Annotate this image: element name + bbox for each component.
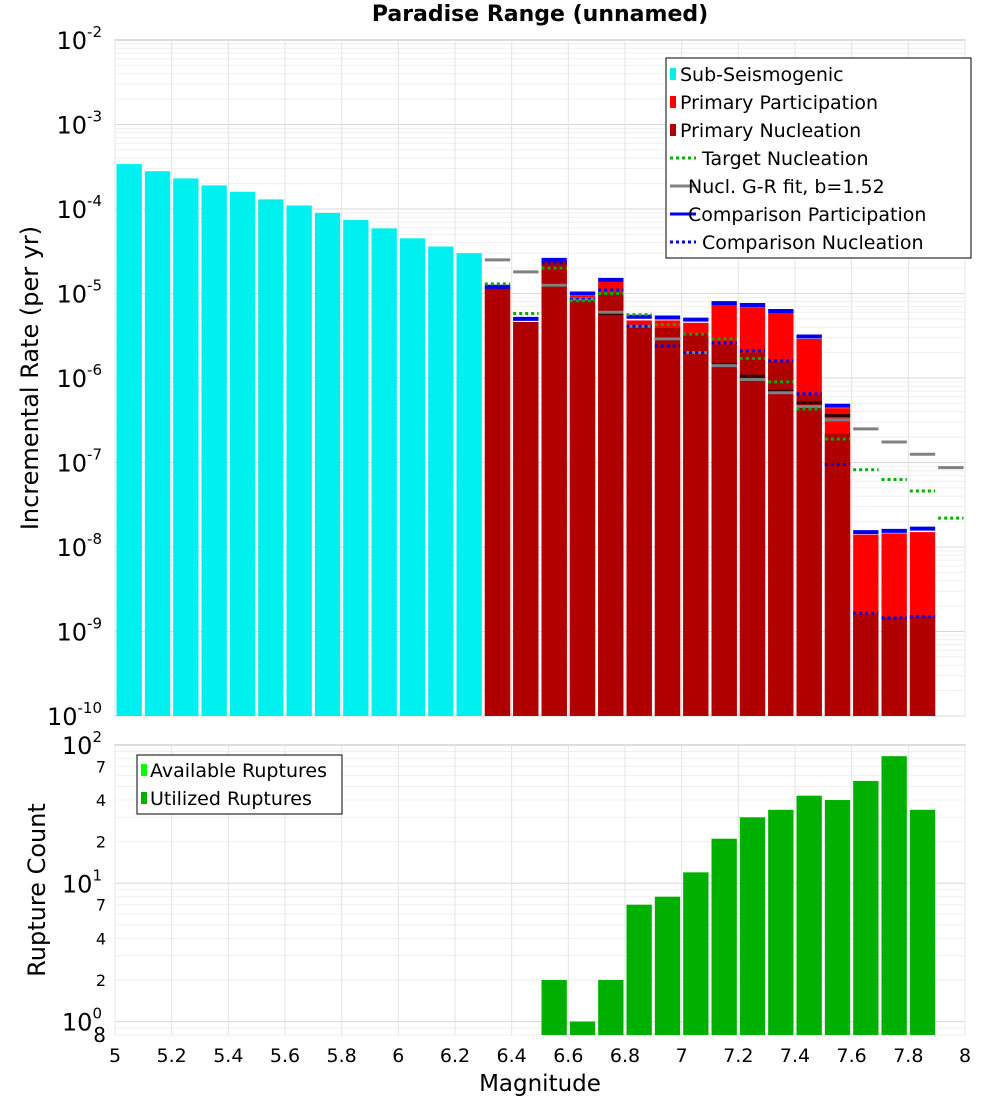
top-y-axis-label: Incremental Rate (per yr) [16, 226, 44, 530]
x-tick-label: 6.8 [610, 1045, 640, 1067]
top-y-tick-label: 10-6 [56, 361, 102, 393]
legend-label: Primary Nucleation [680, 120, 861, 142]
utilized-ruptures-bar [909, 809, 936, 1035]
primary-nucleation-bar [853, 614, 879, 716]
bottom-y-axis-label: Rupture Count [23, 803, 51, 977]
sub-seismogenic-bar [314, 212, 341, 716]
sub-seismogenic-bar [116, 164, 142, 716]
top-y-tick-label: 10-9 [56, 615, 102, 647]
bottom-y-tick-label: 4 [96, 929, 106, 948]
utilized-ruptures-bar [598, 979, 624, 1035]
sub-seismogenic-bar [371, 228, 397, 716]
legend-swatch [670, 96, 676, 108]
x-tick-label: 5.6 [270, 1045, 300, 1067]
x-tick-label: 6 [392, 1045, 404, 1067]
bottom-y-tick-label: 8 [93, 1023, 106, 1047]
legend-label: Sub-Seismogenic [680, 64, 844, 86]
primary-nucleation-bar [626, 324, 652, 716]
x-tick-label: 7.6 [837, 1045, 867, 1067]
legend-label: Comparison Participation [688, 204, 926, 226]
utilized-ruptures-bar [683, 872, 709, 1035]
sub-seismogenic-bar [229, 191, 256, 717]
utilized-ruptures-bar [881, 756, 907, 1035]
primary-nucleation-bar [484, 288, 511, 716]
legend-swatch [141, 764, 147, 776]
primary-nucleation-bar [654, 328, 681, 716]
x-tick-label: 7.2 [723, 1045, 753, 1067]
primary-nucleation-bar [711, 344, 737, 716]
x-tick-label: 8 [959, 1045, 971, 1067]
sub-seismogenic-bar [456, 253, 482, 716]
legend-label: Primary Participation [680, 92, 878, 114]
sub-seismogenic-bar [428, 246, 454, 716]
chart-title: Paradise Range (unnamed) [371, 2, 709, 27]
legend-label: Target Nucleation [701, 148, 869, 170]
x-tick-label: 5.2 [157, 1045, 187, 1067]
top-y-tick-label: 10-10 [47, 699, 102, 731]
sub-seismogenic-bar [286, 205, 312, 716]
utilized-ruptures-bar [654, 896, 681, 1035]
primary-nucleation-bar [881, 617, 907, 716]
primary-nucleation-bar [598, 293, 624, 716]
x-tick-label: 7.8 [893, 1045, 923, 1067]
x-tick-label: 7 [676, 1045, 688, 1067]
bottom-y-tick-label: 2 [96, 833, 106, 852]
legend-label: Utilized Ruptures [150, 788, 312, 810]
top-y-tick-label: 10-5 [56, 277, 102, 309]
sub-seismogenic-bar [173, 178, 199, 717]
primary-nucleation-bar [739, 352, 766, 716]
primary-nucleation-bar [909, 616, 936, 716]
sub-seismogenic-bar [144, 171, 171, 716]
utilized-ruptures-bar [768, 809, 794, 1035]
top-legend-box [665, 57, 972, 259]
x-tick-label: 7.4 [780, 1045, 810, 1067]
top-y-tick-label: 10-7 [56, 446, 102, 478]
legend-label: Available Ruptures [150, 760, 327, 782]
x-tick-label: 5.4 [213, 1045, 243, 1067]
legend-swatch [141, 792, 147, 804]
utilized-ruptures-bar [626, 904, 652, 1035]
x-tick-label: 5.8 [327, 1045, 357, 1067]
top-y-tick-label: 10-2 [56, 23, 102, 55]
bottom-legend-box [136, 754, 343, 815]
top-y-tick-label: 10-8 [56, 530, 102, 562]
primary-nucleation-bar [683, 333, 709, 716]
primary-nucleation-bar [513, 321, 539, 716]
x-tick-label: 6.2 [440, 1045, 470, 1067]
sub-seismogenic-bar [201, 185, 227, 717]
x-axis-label: Magnitude [479, 1071, 601, 1097]
primary-nucleation-bar [768, 361, 794, 716]
bottom-y-tick-label: 7 [96, 757, 106, 776]
bottom-y-tick-label: 100 [62, 1005, 102, 1037]
primary-nucleation-bar [541, 261, 567, 716]
x-tick-label: 5 [109, 1045, 121, 1067]
bottom-y-tick-label: 102 [62, 728, 102, 760]
sub-seismogenic-bar [343, 220, 369, 716]
utilized-ruptures-bar [824, 800, 851, 1035]
utilized-ruptures-bar [796, 795, 822, 1035]
x-tick-label: 6.6 [553, 1045, 583, 1067]
sub-seismogenic-bar [399, 238, 426, 717]
primary-nucleation-bar [796, 394, 822, 716]
top-y-tick-label: 10-3 [56, 108, 102, 140]
utilized-ruptures-bar [711, 838, 737, 1035]
sub-seismogenic-bar [258, 199, 284, 717]
primary-nucleation-bar [824, 433, 851, 716]
top-y-tick-label: 10-4 [56, 192, 102, 224]
bottom-y-tick-label: 101 [62, 866, 102, 898]
utilized-ruptures-bar [541, 979, 567, 1035]
x-tick-label: 6.4 [497, 1045, 527, 1067]
bottom-y-tick-label: 4 [96, 791, 106, 810]
legend-swatch [670, 124, 676, 136]
legend-swatch [670, 68, 676, 80]
utilized-ruptures-bar [739, 817, 766, 1035]
bottom-y-tick-label: 2 [96, 971, 106, 990]
legend-label: Nucl. G-R fit, b=1.52 [688, 176, 885, 198]
primary-nucleation-bar [569, 300, 596, 716]
utilized-ruptures-bar [569, 1021, 596, 1035]
utilized-ruptures-bar [853, 780, 879, 1035]
legend-label: Comparison Nucleation [702, 232, 924, 254]
bottom-y-tick-label: 7 [96, 896, 106, 915]
